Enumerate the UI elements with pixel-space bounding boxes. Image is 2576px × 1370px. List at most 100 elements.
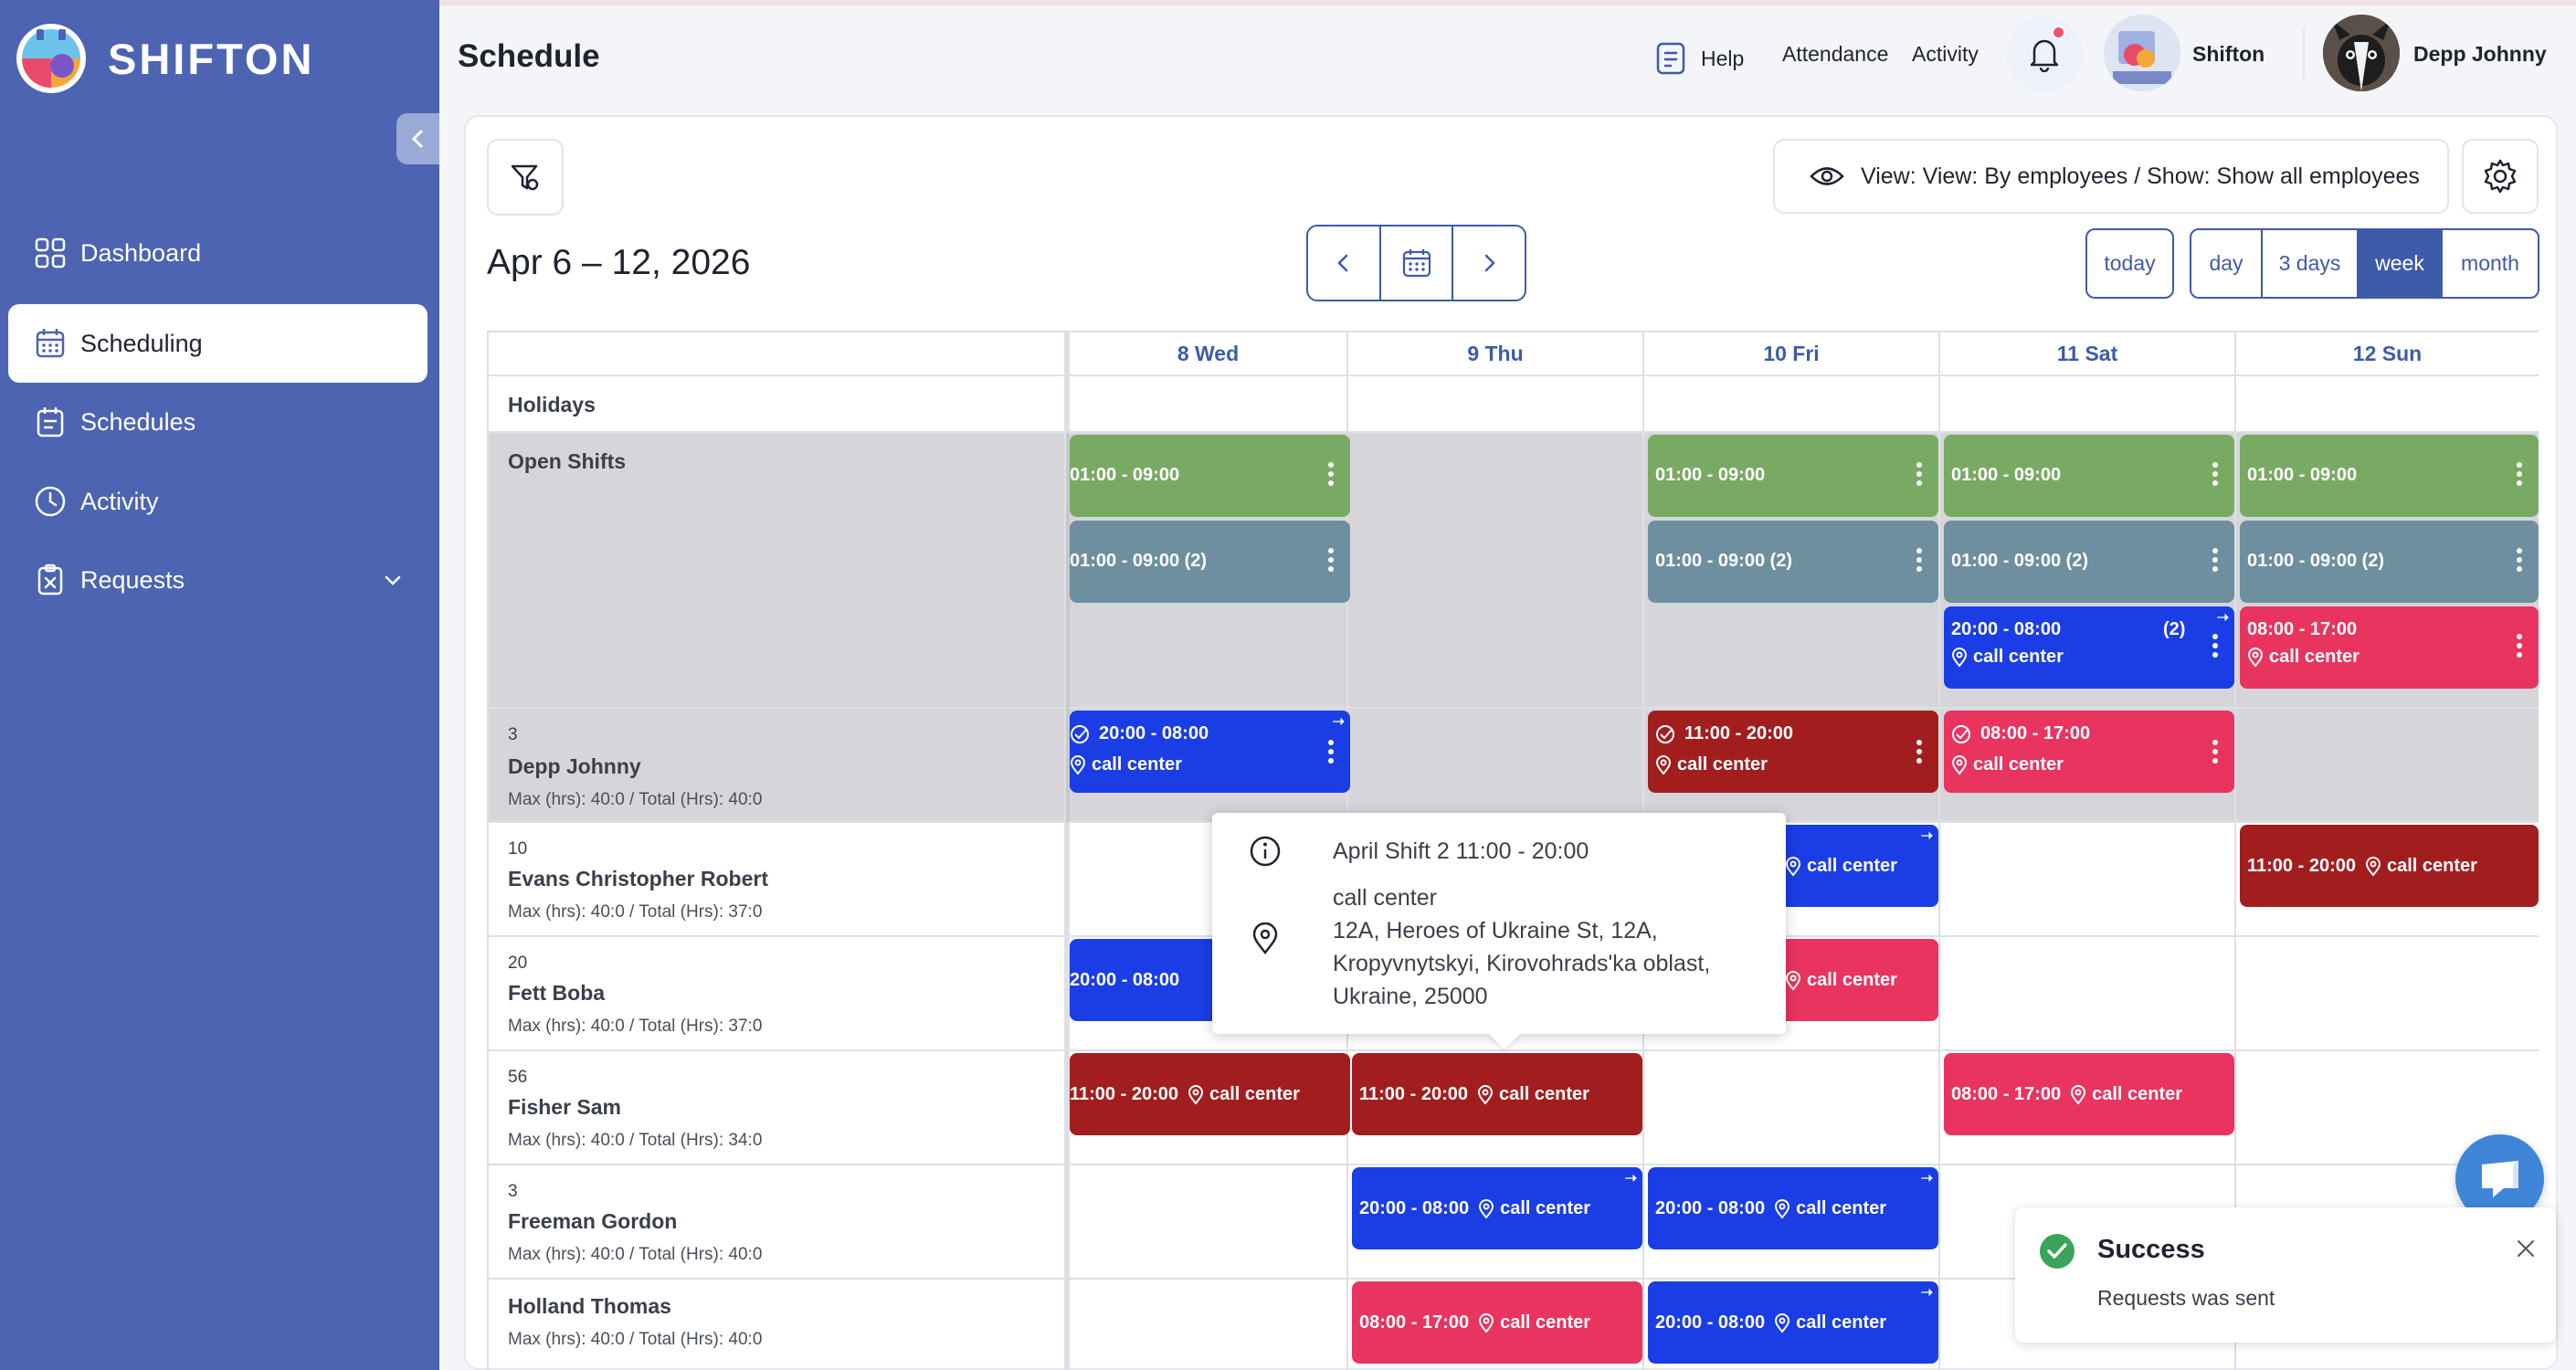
settings-button[interactable] — [2462, 139, 2539, 214]
schedule-cell[interactable] — [1644, 937, 1940, 1051]
open-shift-card[interactable]: 01:00 - 09:00 — [2240, 435, 2539, 517]
shift-time: 01:00 - 09:00 (2) — [1951, 551, 2089, 571]
tooltip-title: April Shift 2 11:00 - 20:00 — [1333, 838, 1589, 864]
shift-menu-icon[interactable] — [1916, 740, 1922, 767]
sidebar-item-requests[interactable]: Requests — [8, 541, 428, 619]
schedule-cell[interactable] — [1348, 1165, 1644, 1280]
shift-card[interactable]: 20:00 - 08:00 call center ➝ — [1648, 1281, 1938, 1364]
today-button[interactable]: today — [2085, 228, 2174, 299]
arrow-icon: ➝ — [1920, 828, 1933, 844]
view-day-button[interactable]: day — [2209, 251, 2243, 275]
location-pin-icon — [1951, 647, 1968, 668]
shift-card[interactable]: 11:00 - 20:00 call center — [1352, 1053, 1642, 1135]
shift-menu-icon[interactable] — [2517, 634, 2522, 661]
shift-menu-icon[interactable] — [2212, 548, 2218, 575]
shift-card[interactable]: 08:00 - 17:00 call center — [1352, 1281, 1642, 1364]
shift-card[interactable]: 20:00 - 08:00 call center ➝ — [1070, 711, 1350, 793]
schedule-cell[interactable] — [1940, 823, 2236, 937]
shift-card[interactable]: 08:00 - 17:00 call center — [1944, 1053, 2234, 1135]
sidebar-item-activity[interactable]: Activity — [8, 462, 428, 541]
schedule-cell[interactable] — [1644, 1165, 1940, 1280]
shift-menu-icon[interactable] — [2212, 634, 2218, 661]
open-shift-card[interactable]: 01:00 - 09:00 — [1070, 435, 1350, 517]
schedule-cell[interactable] — [1348, 709, 1644, 823]
shift-menu-icon[interactable] — [1328, 548, 1334, 575]
schedule-cell[interactable] — [1940, 1051, 2236, 1165]
open-shift-card[interactable]: 01:00 - 09:00 — [1944, 435, 2234, 517]
notifications-button[interactable] — [2007, 16, 2082, 91]
prev-week-button[interactable] — [1308, 227, 1379, 300]
schedule-cell[interactable] — [1644, 1280, 1940, 1370]
shifton-logo-icon — [16, 24, 86, 93]
shift-menu-icon[interactable] — [2212, 740, 2218, 767]
shift-menu-icon[interactable] — [2517, 462, 2522, 490]
shift-menu-icon[interactable] — [1328, 462, 1334, 490]
close-icon[interactable] — [2516, 1238, 2536, 1259]
collapse-sidebar-button[interactable] — [396, 113, 439, 164]
shift-card[interactable]: 08:00 - 17:00 call center — [1944, 711, 2234, 793]
employee-row-label[interactable]: 20 Fett Boba Max (hrs): 40:0 / Total (Hr… — [489, 937, 1066, 1051]
schedule-cell[interactable] — [1644, 1051, 1940, 1165]
shift-card[interactable]: 11:00 - 20:00 call center — [1070, 1053, 1350, 1135]
schedule-cell[interactable] — [1066, 1280, 1348, 1370]
sidebar-item-dashboard[interactable]: Dashboard — [8, 214, 428, 292]
schedule-cell[interactable] — [2236, 1051, 2539, 1165]
open-shift-card[interactable]: 01:00 - 09:00 — [1648, 435, 1938, 517]
view-week-button[interactable]: week — [2357, 230, 2441, 297]
employee-row-label[interactable]: 56 Fisher Sam Max (hrs): 40:0 / Total (H… — [489, 1051, 1066, 1165]
shift-card[interactable]: 11:00 - 20:00 call center — [2240, 825, 2539, 907]
holiday-cell[interactable] — [1940, 376, 2236, 433]
holiday-cell[interactable] — [1066, 376, 1348, 433]
shift-time: 11:00 - 20:00 call center — [2247, 856, 2477, 877]
next-week-button[interactable] — [1452, 227, 1525, 300]
help-link[interactable]: Help — [1655, 42, 1744, 75]
shift-menu-icon[interactable] — [1328, 740, 1334, 767]
holiday-cell[interactable] — [1348, 376, 1644, 433]
user-avatar[interactable] — [2323, 15, 2400, 91]
sidebar-item-scheduling[interactable]: Scheduling — [8, 304, 428, 383]
schedule-cell[interactable] — [1066, 1165, 1348, 1280]
shift-menu-icon[interactable] — [2212, 462, 2218, 490]
shift-time: 01:00 - 09:00 (2) — [2247, 551, 2385, 571]
open-shift-card[interactable]: 01:00 - 09:00 (2) — [1648, 521, 1938, 603]
schedule-cell[interactable] — [2236, 823, 2539, 937]
view-month-button[interactable]: month — [2441, 230, 2538, 297]
date-picker-button[interactable] — [1378, 227, 1452, 300]
open-shift-card[interactable]: 01:00 - 09:00 (2) — [1070, 521, 1350, 603]
open-shift-cell[interactable] — [1348, 433, 1644, 709]
holiday-cell[interactable] — [2236, 376, 2539, 433]
shift-card[interactable]: 20:00 - 08:00 call center ➝ — [1648, 1167, 1938, 1249]
employee-row-label[interactable]: 10 Evans Christopher Robert Max (hrs): 4… — [489, 823, 1066, 937]
employee-row-label[interactable]: 3 Depp Johnny Max (hrs): 40:0 / Total (H… — [489, 709, 1066, 823]
shift-menu-icon[interactable] — [2517, 548, 2522, 575]
company-name[interactable]: Shifton — [2192, 42, 2265, 66]
schedule-cell[interactable] — [2236, 937, 2539, 1051]
open-shift-card[interactable]: 20:00 - 08:00 (2) call center ➝ — [1944, 606, 2234, 689]
shift-card[interactable]: 11:00 - 20:00 call center — [1648, 711, 1938, 793]
schedule-cell[interactable] — [2236, 709, 2539, 823]
shift-card[interactable]: 20:00 - 08:00 call center ➝ — [1352, 1167, 1642, 1249]
holiday-cell[interactable] — [1644, 376, 1940, 433]
activity-link[interactable]: Activity — [1912, 42, 1979, 66]
schedule-cell[interactable] — [1348, 1280, 1644, 1370]
bell-icon — [2030, 39, 2059, 72]
employee-row-label[interactable]: Holland Thomas Max (hrs): 40:0 / Total (… — [489, 1280, 1066, 1370]
schedule-cell[interactable] — [1644, 823, 1940, 937]
filter-button[interactable] — [487, 139, 564, 216]
shift-menu-icon[interactable] — [1916, 548, 1922, 575]
user-name[interactable]: Depp Johnny — [2413, 42, 2547, 66]
schedule-cell[interactable] — [1940, 937, 2236, 1051]
brand-logo[interactable]: SHIFTON — [15, 22, 314, 95]
top-accent-line — [439, 0, 2576, 5]
open-shift-card[interactable]: 01:00 - 09:00 (2) — [1944, 521, 2234, 603]
sidebar-item-schedules[interactable]: Schedules — [8, 383, 428, 461]
attendance-link[interactable]: Attendance — [1782, 42, 1889, 66]
company-avatar[interactable] — [2104, 15, 2180, 91]
open-shift-card[interactable]: 01:00 - 09:00 (2) — [2240, 521, 2539, 603]
view-options-button[interactable]: View: View: By employees / Show: Show al… — [1773, 139, 2449, 214]
shift-menu-icon[interactable] — [1916, 462, 1922, 490]
open-shift-card[interactable]: 08:00 - 17:00 call center — [2240, 606, 2539, 689]
employee-row-label[interactable]: 3 Freeman Gordon Max (hrs): 40:0 / Total… — [489, 1165, 1066, 1280]
schedule-cell[interactable] — [1348, 1051, 1644, 1165]
view-3days-button[interactable]: 3 days — [2261, 230, 2357, 297]
